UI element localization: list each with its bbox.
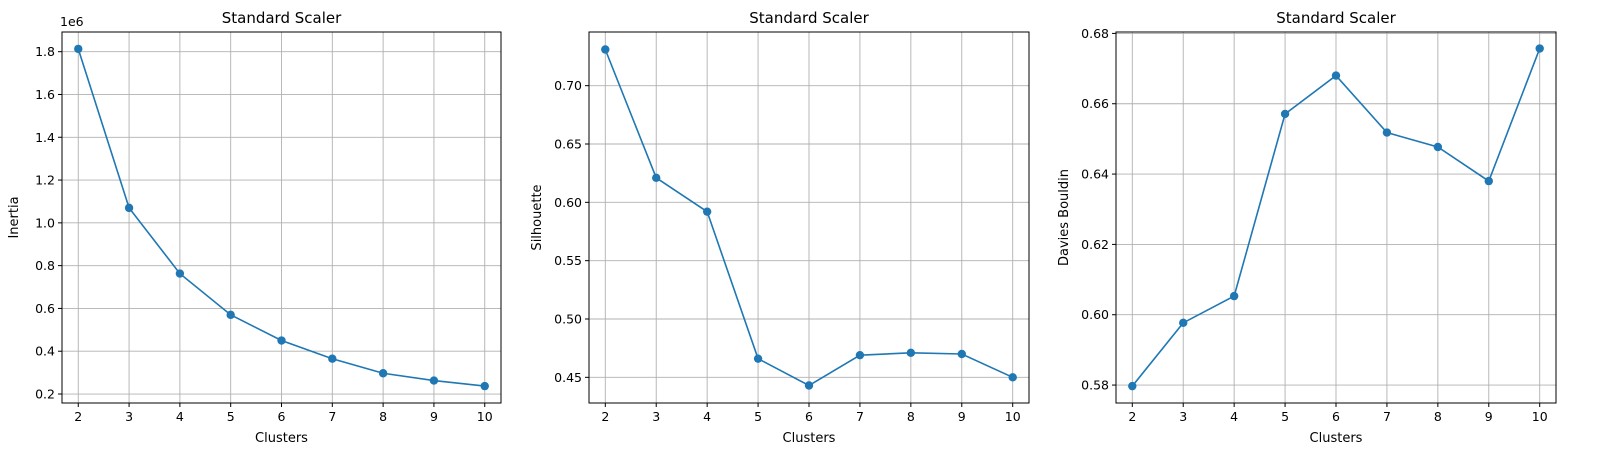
data-point	[1484, 176, 1493, 186]
data-point	[1331, 71, 1341, 80]
x-tick-label: 8	[379, 409, 387, 424]
x-tick-label: 4	[176, 409, 184, 424]
data-point	[1008, 373, 1017, 382]
data-point	[480, 381, 489, 391]
chart-title: Standard Scaler	[222, 9, 342, 27]
x-tick-label: 3	[652, 409, 660, 424]
x-tick-label: 8	[907, 409, 915, 424]
data-point	[855, 350, 865, 360]
data-point	[906, 348, 916, 358]
x-tick-label: 10	[1532, 409, 1548, 424]
y-tick-label: 1.6	[35, 87, 55, 102]
x-tick-label: 5	[1281, 409, 1289, 424]
data-point	[328, 354, 337, 363]
y-axis-label: Davies Bouldin	[1057, 169, 1072, 266]
data-point	[74, 44, 83, 54]
x-tick-label: 6	[1332, 409, 1340, 424]
y-tick-label: 0.60	[1081, 307, 1109, 322]
x-tick-label: 10	[1005, 409, 1021, 424]
x-axis-label: Clusters	[1310, 431, 1363, 446]
y-axis-label: Silhouette	[530, 184, 545, 250]
y-tick-label: 0.68	[1081, 26, 1109, 41]
data-point	[1382, 128, 1392, 137]
x-tick-label: 7	[856, 409, 864, 424]
data-point	[1535, 44, 1544, 53]
x-tick-label: 2	[601, 409, 609, 424]
y-axis-label: Inertia	[7, 196, 22, 238]
y-tick-label: 0.62	[1081, 237, 1109, 252]
y-tick-label: 0.50	[554, 312, 582, 327]
y-tick-label: 0.65	[554, 137, 582, 152]
y-tick-label: 0.66	[1081, 96, 1109, 111]
data-point	[226, 310, 235, 320]
x-axis-label: Clusters	[783, 431, 836, 446]
chart-panel-2: 2 3 4 5 6 7 8 9 10 0.45 0.50 0.55 0.60 0.65 0.70 Standa…	[530, 9, 1030, 446]
x-axis-label: Clusters	[255, 431, 308, 446]
x-tick-label: 6	[278, 409, 286, 424]
x-tick-label: 7	[328, 409, 336, 424]
data-point	[702, 207, 712, 216]
data-point	[1433, 142, 1443, 152]
y-tick-label: 0.4	[35, 344, 55, 359]
x-tick-label: 2	[1128, 409, 1136, 424]
x-tick-label: 4	[703, 409, 711, 424]
y-tick-label: 0.55	[554, 253, 582, 268]
x-tick-label: 8	[1434, 409, 1442, 424]
data-point	[124, 203, 134, 213]
data-point	[1229, 291, 1239, 301]
y-tick-label: 0.8	[35, 258, 55, 273]
y-tick-label: 0.64	[1081, 167, 1109, 182]
y-tick-label: 0.2	[35, 387, 55, 402]
y-tick-label: 0.70	[554, 78, 582, 93]
y-tick-label: 1.4	[35, 130, 55, 145]
data-point	[1280, 109, 1290, 119]
y-tick-label: 0.6	[35, 301, 55, 316]
x-tick-label: 3	[1179, 409, 1187, 424]
x-tick-label: 5	[754, 409, 762, 424]
y-tick-label: 1.8	[35, 44, 55, 59]
data-point	[378, 369, 388, 378]
data-point	[804, 381, 814, 390]
chart-panel-1: 2 3 4 5 6 7 8 9 10 0.2 0.4 0.6 0.8 1.0 1.2 1.4 1.6 1.8 Sta…	[7, 9, 502, 446]
data-point	[429, 376, 439, 385]
data-point	[1128, 381, 1137, 391]
x-tick-label: 2	[74, 409, 82, 424]
x-tick-label: 10	[477, 409, 493, 424]
data-point	[277, 336, 286, 345]
data-point	[652, 173, 661, 183]
y-tick-label: 1.0	[35, 215, 55, 230]
x-tick-label: 3	[125, 409, 133, 424]
chart-title: Standard Scaler	[1276, 9, 1396, 27]
x-tick-label: 6	[805, 409, 813, 424]
x-tick-label: 9	[958, 409, 966, 424]
y-tick-label: 0.45	[554, 370, 582, 385]
data-point	[175, 269, 185, 278]
x-tick-label: 7	[1383, 409, 1391, 424]
y-tick-label: 0.60	[554, 195, 582, 210]
y-tick-label: 0.58	[1081, 378, 1109, 393]
chart-title: Standard Scaler	[749, 9, 869, 27]
x-tick-label: 4	[1230, 409, 1238, 424]
data-point	[957, 349, 966, 359]
y-tick-label: 1.2	[35, 173, 55, 188]
x-tick-label: 9	[1485, 409, 1493, 424]
data-point	[1179, 318, 1188, 328]
x-tick-label: 9	[430, 409, 438, 424]
chart-panel-3: 2 3 4 5 6 7 8 9 10 0.58 0.60 0.62 0.64 0.66 0.68 Standa…	[1057, 9, 1557, 446]
x-tick-label: 5	[227, 409, 235, 424]
data-point	[601, 45, 610, 54]
y-offset-label: 1e6	[60, 14, 84, 29]
data-point	[753, 354, 763, 363]
